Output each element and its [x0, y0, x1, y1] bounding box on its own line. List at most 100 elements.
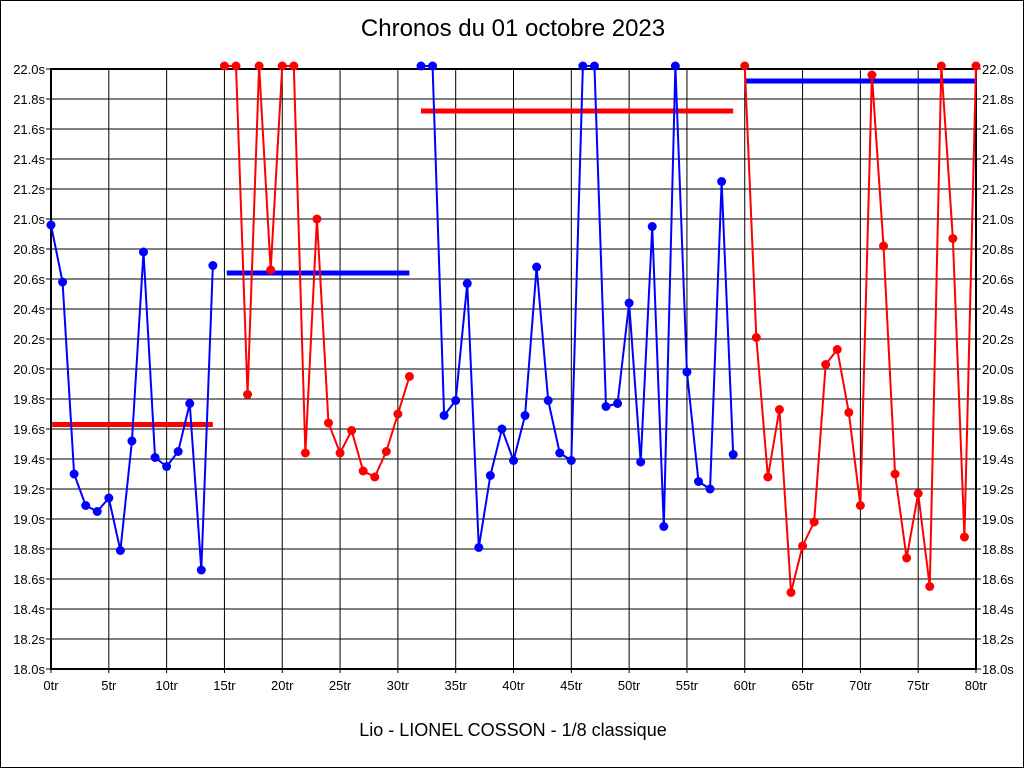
run-3-point-lap-57	[705, 484, 715, 494]
run-1-point-lap-0	[46, 220, 56, 230]
y-axis-label-right: 22.0s	[982, 61, 1014, 77]
run-1-point-lap-9	[150, 453, 160, 462]
run-2-point-lap-15	[219, 61, 229, 71]
run-3-point-lap-35	[451, 396, 461, 405]
y-axis-label-left: 18.8s	[13, 541, 45, 557]
run-2-point-lap-21	[289, 61, 299, 71]
run-1-point-lap-11	[173, 447, 183, 456]
run-3-point-lap-56	[694, 477, 703, 486]
y-axis-label-left: 18.6s	[13, 571, 45, 587]
chart-title: Chronos du 01 octobre 2023	[360, 15, 666, 42]
run-2-point-lap-31	[404, 372, 414, 381]
x-axis-label: 10tr	[155, 678, 178, 693]
y-axis-label-left: 20.4s	[13, 301, 45, 317]
run-1-point-lap-7	[127, 436, 137, 446]
run-4-point-lap-62	[763, 472, 773, 482]
run-3-point-lap-41	[520, 411, 530, 420]
run-4-point-lap-73	[890, 469, 900, 479]
run-2-point-lap-24	[324, 418, 333, 428]
y-axis-label-left: 19.8s	[13, 391, 45, 407]
x-axis-label: 35tr	[444, 678, 467, 693]
run-4-point-lap-79	[959, 532, 969, 542]
run-2-point-lap-27	[358, 466, 368, 476]
y-axis-label-left: 19.4s	[13, 451, 45, 467]
run-2-point-lap-28	[370, 472, 380, 482]
y-axis-label-right: 21.8s	[982, 91, 1014, 107]
run-3-point-lap-46	[578, 61, 588, 71]
chart-subtitle: Lio - LIONEL COSSON - 1/8 classique	[359, 720, 667, 740]
y-axis-label-right: 21.2s	[982, 181, 1014, 197]
x-axis-label: 45tr	[560, 678, 583, 693]
run-3-point-lap-50	[624, 298, 634, 308]
y-axis-label-right: 20.8s	[982, 241, 1014, 257]
run-3-point-lap-38	[485, 471, 495, 480]
x-axis-label: 30tr	[386, 678, 410, 693]
y-axis-label-right: 19.0s	[982, 511, 1014, 527]
run-3-point-lap-53	[659, 522, 669, 531]
y-axis-label-left: 20.6s	[13, 271, 45, 287]
y-axis-label-right: 19.4s	[982, 451, 1014, 467]
run-4-point-lap-74	[902, 553, 912, 563]
run-3-point-lap-40	[509, 456, 518, 465]
run-1-point-lap-10	[162, 462, 172, 471]
x-axis-label: 0tr	[43, 678, 59, 693]
run-3-point-lap-39	[497, 424, 507, 434]
x-axis-label: 70tr	[849, 678, 872, 693]
run-4-point-lap-63	[774, 405, 784, 414]
run-2-point-lap-22	[300, 448, 310, 458]
run-3-line	[421, 65, 735, 549]
y-axis-label-left: 18.0s	[13, 661, 45, 677]
run-3-point-lap-52	[647, 222, 657, 231]
y-axis-label-left: 22.0s	[13, 61, 45, 77]
y-axis-label-left: 21.6s	[13, 121, 45, 137]
y-axis-label-right: 18.0s	[982, 661, 1014, 677]
run-4-point-lap-64	[786, 588, 796, 597]
x-axis-label: 25tr	[328, 678, 352, 693]
run-3-point-lap-59	[728, 450, 738, 459]
y-axis-label-left: 19.2s	[13, 481, 45, 497]
run-3-point-lap-47	[589, 61, 599, 71]
run-1-point-lap-2	[69, 469, 79, 479]
run-3-point-lap-48	[601, 402, 611, 411]
run-3-point-lap-49	[613, 399, 623, 408]
y-axis-label-left: 20.2s	[13, 331, 45, 347]
run-4-point-lap-80	[971, 61, 981, 71]
x-axis-label: 55tr	[675, 678, 699, 693]
y-axis-label-right: 19.8s	[982, 391, 1014, 407]
y-axis-label-left: 19.6s	[13, 421, 45, 437]
run-3-point-lap-54	[670, 61, 680, 71]
run-2-point-lap-18	[254, 61, 264, 71]
run-3-point-lap-42	[532, 262, 542, 272]
run-3-point-lap-43	[543, 396, 553, 405]
y-axis-label-right: 21.0s	[982, 211, 1014, 227]
run-4-point-lap-67	[821, 360, 831, 369]
run-4-point-lap-78	[948, 234, 958, 243]
y-axis-label-left: 21.4s	[13, 151, 45, 167]
y-axis-label-left: 18.2s	[13, 631, 45, 647]
y-axis-label-left: 18.4s	[13, 601, 45, 617]
run-2-point-lap-17	[243, 390, 253, 399]
x-axis-label: 60tr	[733, 678, 756, 693]
y-axis-label-right: 18.4s	[982, 601, 1014, 617]
y-axis-label-right: 18.2s	[982, 631, 1014, 647]
y-axis-label-left: 21.0s	[13, 211, 45, 227]
run-3-point-lap-55	[682, 367, 692, 377]
y-axis-label-right: 20.0s	[982, 361, 1014, 377]
run-3-point-lap-45	[566, 456, 576, 465]
run-3-point-lap-34	[439, 411, 449, 420]
run-2-point-lap-29	[381, 447, 391, 456]
run-4-point-lap-77	[936, 61, 946, 71]
y-axis-label-right: 18.8s	[982, 541, 1014, 557]
run-1-point-lap-5	[104, 493, 114, 503]
y-axis-label-right: 18.6s	[982, 571, 1014, 587]
run-4-point-lap-76	[925, 582, 935, 591]
run-4-point-lap-69	[844, 408, 854, 417]
y-axis-label-left: 19.0s	[13, 511, 45, 527]
x-axis-label: 5tr	[101, 678, 117, 693]
x-axis-label: 15tr	[213, 678, 236, 693]
run-2-point-lap-20	[277, 61, 287, 71]
run-1-point-lap-6	[115, 546, 125, 555]
run-2-point-lap-26	[347, 426, 357, 435]
run-3-point-lap-32	[416, 61, 426, 71]
